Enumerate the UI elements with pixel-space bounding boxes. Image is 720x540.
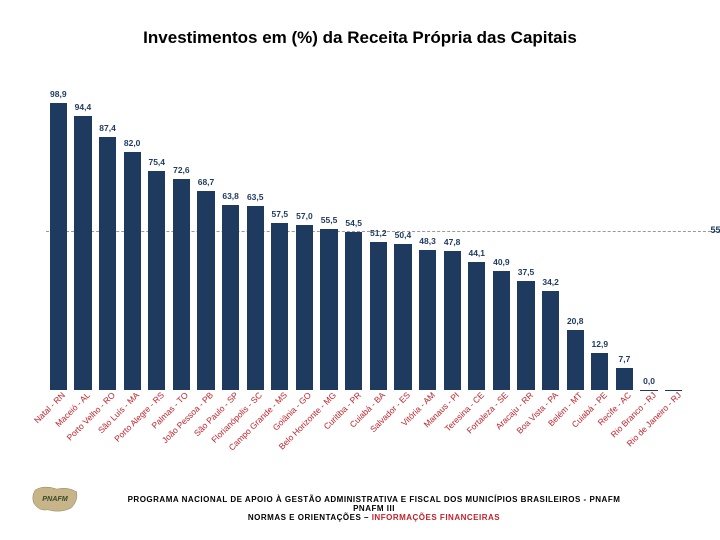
bar: 34,2 [542,291,559,390]
bar-value-label: 0,0 [643,376,655,386]
bar-value-label: 20,8 [567,316,584,326]
bar: 72,6 [173,179,190,390]
bar: 7,7 [616,368,633,390]
bar: 20,8 [567,330,584,390]
category-labels: Natal - RNMaceió - ALPorto Velho - ROSão… [46,390,686,460]
reference-label: 55,0 [710,225,720,235]
bar: 87,4 [99,137,116,390]
bar-value-label: 75,4 [148,157,165,167]
bar: 57,0 [296,225,313,390]
bar-chart: 55,0 98,994,487,482,075,472,668,763,863,… [46,100,686,390]
footer-line2: PNAFM III [48,504,700,513]
bar-value-label: 12,9 [592,339,609,349]
footer-text: PROGRAMA NACIONAL DE APOIO À GESTÃO ADMI… [48,495,700,522]
bar: 37,5 [517,281,534,390]
chart-title: Investimentos em (%) da Receita Própria … [0,28,720,48]
bar: 12,9 [591,353,608,390]
bar-value-label: 55,5 [321,215,338,225]
bar: 51,2 [370,242,387,390]
bar-value-label: 57,0 [296,211,313,221]
footer-line1: PROGRAMA NACIONAL DE APOIO À GESTÃO ADMI… [48,495,700,504]
bar-value-label: 44,1 [468,248,485,258]
bar-value-label: 57,5 [272,209,289,219]
bar: 57,5 [271,223,288,390]
bar-value-label: 50,4 [395,230,412,240]
bar-value-label: 48,3 [419,236,436,246]
bar-value-label: 94,4 [75,102,92,112]
footer-line3-accent: INFORMAÇÕES FINANCEIRAS [372,513,500,522]
bar-value-label: 34,2 [542,277,559,287]
bar: 75,4 [148,171,165,390]
bar: 55,5 [320,229,337,390]
footer-line3: NORMAS E ORIENTAÇÕES – INFORMAÇÕES FINAN… [48,513,700,522]
bar: 94,4 [74,116,91,390]
bar-value-label: 63,5 [247,192,264,202]
bar-value-label: 37,5 [518,267,535,277]
bar: 50,4 [394,244,411,390]
bar: 47,8 [444,251,461,390]
bar: 40,9 [493,271,510,390]
footer-line3-prefix: NORMAS E ORIENTAÇÕES – [248,513,372,522]
bar-value-label: 51,2 [370,228,387,238]
bar: 44,1 [468,262,485,390]
bar-value-label: 68,7 [198,177,215,187]
bar: 54,5 [345,232,362,390]
bar-value-label: 40,9 [493,257,510,267]
bar: 68,7 [197,191,214,390]
bar: 63,5 [247,206,264,390]
bar-value-label: 72,6 [173,165,190,175]
bar: 98,9 [50,103,67,390]
bar: 82,0 [124,152,141,390]
bar-value-label: 54,5 [345,218,362,228]
bar-value-label: 82,0 [124,138,141,148]
bar: 48,3 [419,250,436,390]
bar: 63,8 [222,205,239,390]
bar-value-label: 7,7 [619,354,631,364]
bar-value-label: 63,8 [222,191,239,201]
bar-value-label: 47,8 [444,237,461,247]
bar-value-label: 98,9 [50,89,67,99]
bar-value-label: 87,4 [99,123,116,133]
